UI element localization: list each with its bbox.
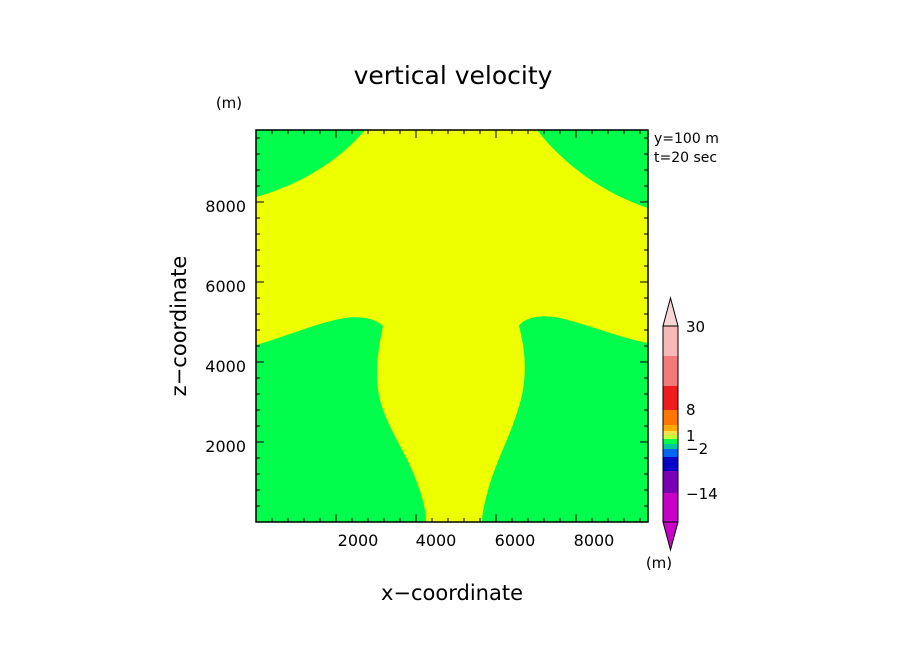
colorbar-label: 8 — [686, 401, 696, 419]
y-axis-unit: (m) — [216, 94, 242, 112]
y-tick-label: 8000 — [205, 197, 246, 216]
colorbar-upper-arrow — [662, 296, 679, 327]
x-tick-label: 8000 — [574, 531, 615, 550]
colorbar-segment — [663, 435, 678, 439]
annotation-time: t=20 sec — [654, 150, 717, 166]
colorbar: 30 8 1 −2 −14 (m) — [646, 296, 718, 572]
colorbar-segments — [663, 326, 678, 522]
colorbar-frame — [662, 325, 679, 523]
x-tick-label: 6000 — [495, 531, 536, 550]
updraft-region — [256, 130, 648, 522]
colorbar-segment — [663, 471, 678, 493]
colorbar-label: 30 — [686, 318, 705, 336]
colorbar-segment — [663, 356, 678, 386]
x-tick-label: 4000 — [416, 531, 457, 550]
colorbar-segment — [663, 457, 678, 471]
colorbar-segment — [663, 386, 678, 410]
colorbar-segment — [663, 493, 678, 522]
colorbar-segment — [663, 425, 678, 431]
chart-title: vertical velocity — [354, 61, 553, 90]
y-axis-label: z−coordinate — [167, 256, 191, 397]
colorbar-label: −14 — [686, 485, 718, 503]
plot-area — [255, 129, 649, 523]
colorbar-label: −2 — [686, 440, 708, 458]
x-tick-labels: 2000 4000 6000 8000 — [338, 531, 615, 550]
colorbar-segment — [663, 410, 678, 425]
colorbar-unit: (m) — [646, 554, 672, 572]
colorbar-segment — [663, 431, 678, 435]
colorbar-segment — [663, 449, 678, 457]
y-tick-label: 4000 — [205, 357, 246, 376]
colorbar-segment — [663, 326, 678, 356]
plot-frame — [255, 129, 649, 523]
colorbar-lower-arrow — [662, 521, 679, 552]
colorbar-segment — [663, 444, 678, 449]
colorbar-segment — [663, 439, 678, 444]
y-tick-label: 2000 — [205, 437, 246, 456]
x-tick-label: 2000 — [338, 531, 379, 550]
annotation-y-position: y=100 m — [654, 131, 719, 147]
axis-ticks — [256, 130, 648, 522]
x-axis-label: x−coordinate — [381, 581, 523, 605]
colorbar-label: 1 — [686, 427, 696, 445]
y-tick-label: 6000 — [205, 277, 246, 296]
y-tick-labels: 2000 4000 6000 8000 — [205, 197, 246, 456]
